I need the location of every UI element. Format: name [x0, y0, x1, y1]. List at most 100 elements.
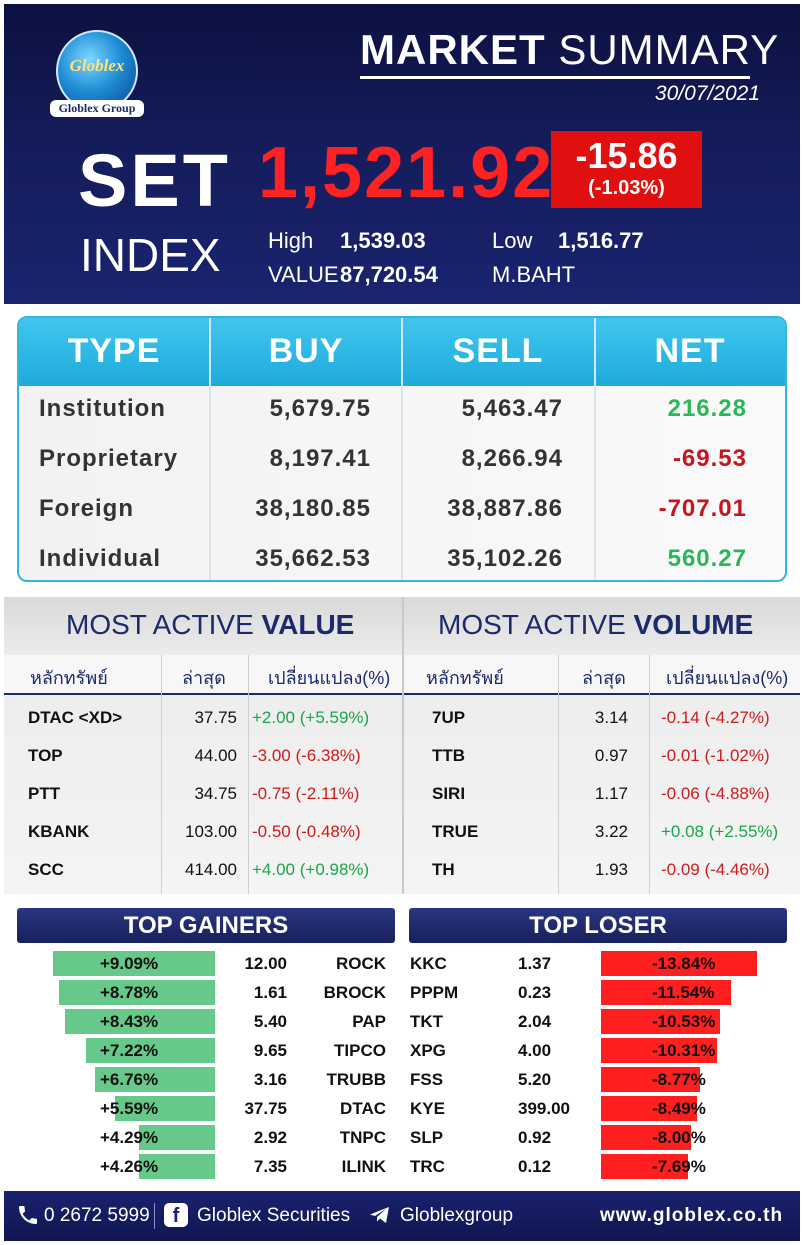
gainer-symbol: BROCK [323, 983, 386, 1002]
loser-row: TKT 2.04 -10.53% [400, 1008, 804, 1037]
title-bold: VALUE [261, 609, 355, 640]
col-change: เปลี่ยนแปลง(%) [268, 668, 391, 688]
gainer-row: +7.22% 9.65 TIPCO [0, 1037, 400, 1066]
value-unit: M.BAHT [492, 262, 576, 287]
loser-row: TRC 0.12 -7.69% [400, 1153, 804, 1182]
price-change: -0.14 (-4.27%) [661, 708, 770, 727]
set-index-value: 1,521.92 [258, 133, 555, 213]
loser-bar [601, 1096, 697, 1121]
footer-phone[interactable]: 0 2672 5999 [44, 1205, 150, 1226]
net-value: -69.53 [672, 445, 747, 472]
page-title: MARKET SUMMARY [360, 26, 779, 74]
footer-bar: 0 2672 5999 f Globlex Securities Globlex… [4, 1191, 800, 1241]
gain-pct: +9.09% [100, 954, 159, 973]
symbol: KBANK [28, 822, 90, 841]
title-bold: MARKET [360, 26, 546, 73]
loss-pct: -11.54% [652, 983, 715, 1002]
top-loser-title: TOP LOSER [409, 908, 787, 943]
loss-pct: -7.69% [652, 1157, 706, 1176]
last-price: 3.14 [594, 708, 628, 727]
most-active-volume-title: MOST ACTIVE VOLUME [438, 609, 753, 641]
price-change: +0.08 (+2.55%) [661, 822, 779, 841]
loser-bar [601, 980, 731, 1005]
loser-bar [601, 1067, 700, 1092]
loser-price: 2.04 [518, 1012, 552, 1031]
most-active-value-title: MOST ACTIVE VALUE [66, 609, 354, 641]
footer-facebook[interactable]: Globlex Securities [197, 1205, 351, 1226]
price-change: -0.01 (-1.02%) [661, 746, 770, 765]
most-active-row: SCC 414.00 +4.00 (+0.98%) [4, 851, 402, 889]
buy-value: 8,197.41 [269, 445, 371, 472]
sell-value: 5,463.47 [461, 395, 563, 422]
column-divider [209, 318, 211, 580]
gainer-price: 5.40 [253, 1012, 287, 1031]
price-change: -0.75 (-2.11%) [252, 784, 360, 803]
sell-value: 8,266.94 [461, 445, 563, 472]
investor-flow-row: Proprietary 8,197.41 8,266.94 -69.53 [19, 434, 785, 484]
loss-pct: -10.53% [652, 1012, 716, 1031]
loser-row: FSS 5.20 -8.77% [400, 1066, 804, 1095]
gainer-symbol: PAP [352, 1012, 386, 1031]
loser-price: 0.23 [518, 983, 552, 1002]
loser-row: PPPM 0.23 -11.54% [400, 979, 804, 1008]
last-price: 34.75 [194, 784, 237, 803]
low-value: 1,516.77 [558, 228, 644, 253]
gain-pct: +6.76% [100, 1070, 159, 1089]
most-active-row: TRUE 3.22 +0.08 (+2.55%) [404, 813, 800, 851]
logo-group-text: Globlex Group [50, 100, 144, 117]
gainer-symbol: ROCK [335, 954, 386, 973]
col-last: ล่าสุด [182, 668, 226, 688]
grid-line [248, 655, 249, 894]
last-price: 3.22 [594, 822, 628, 841]
investor-type: Individual [39, 545, 162, 572]
buy-value: 5,679.75 [269, 395, 371, 422]
loser-symbol: PPPM [410, 983, 459, 1002]
investor-type: Proprietary [39, 445, 179, 472]
col-type: TYPE [67, 332, 161, 370]
gainer-symbol: TRUBB [326, 1070, 387, 1089]
loser-row: KKC 1.37 -13.84% [400, 950, 804, 979]
symbol: TOP [28, 746, 63, 765]
net-value: -707.01 [658, 495, 747, 522]
gainer-bar [115, 1096, 215, 1121]
gainer-bar [139, 1125, 215, 1150]
loser-bar [601, 951, 757, 976]
footer-divider [154, 1203, 155, 1229]
title-rest: SUMMARY [545, 26, 780, 73]
loss-pct: -8.00% [652, 1128, 706, 1147]
grid-line [558, 655, 559, 894]
loser-bar [601, 1125, 691, 1150]
loser-row: SLP 0.92 -8.00% [400, 1124, 804, 1153]
investor-type: Institution [39, 395, 166, 422]
loser-bar [601, 1038, 717, 1063]
index-label: INDEX [80, 229, 221, 281]
price-change: -0.09 (-4.46%) [661, 860, 770, 879]
gainer-bar [139, 1154, 215, 1179]
col-net: NET [654, 332, 726, 370]
most-active-volume-header: หลักทรัพย์ ล่าสุด เปลี่ยนแปลง(%) [404, 655, 800, 695]
footer-telegram[interactable]: Globlexgroup [400, 1205, 514, 1226]
gainer-row: +4.26% 7.35 ILINK [0, 1153, 400, 1182]
last-price: 0.97 [594, 746, 628, 765]
sell-value: 38,887.86 [447, 495, 563, 522]
loser-row: XPG 4.00 -10.31% [400, 1037, 804, 1066]
globe-logo-icon [56, 30, 138, 112]
gainer-row: +8.78% 1.61 BROCK [0, 979, 400, 1008]
index-change-badge: -15.86 (-1.03%) [551, 131, 702, 208]
price-change: +4.00 (+0.98%) [252, 860, 370, 879]
gainer-price: 7.35 [253, 1157, 287, 1176]
loser-symbol: FSS [410, 1070, 444, 1089]
investor-flow-row: Individual 35,662.53 35,102.26 560.27 [19, 534, 785, 580]
investor-flow-row: Foreign 38,180.85 38,887.86 -707.01 [19, 484, 785, 534]
loser-symbol: KYE [410, 1099, 445, 1118]
gain-pct: +8.43% [100, 1012, 159, 1031]
last-price: 37.75 [194, 708, 237, 727]
section-divider [402, 597, 404, 894]
gain-pct: +4.29% [100, 1128, 159, 1147]
title-bold: VOLUME [633, 609, 754, 640]
last-price: 44.00 [194, 746, 237, 765]
gainer-price: 1.61 [253, 983, 287, 1002]
gainer-symbol: DTAC [340, 1099, 386, 1118]
footer-website[interactable]: www.globlex.co.th [600, 1205, 784, 1226]
loser-bar [601, 1009, 720, 1034]
